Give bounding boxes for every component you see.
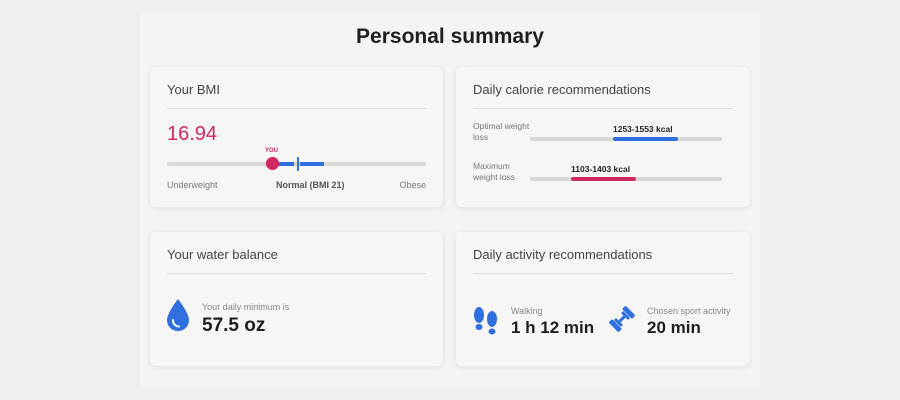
bmi-value: 16.94 <box>167 123 218 145</box>
activity-walking-value: 1 h 12 min <box>511 318 595 337</box>
calorie-range-value: 1103-1403 kcal <box>571 164 631 174</box>
activity-sport-caption: Chosen sport activity <box>647 306 731 316</box>
bmi-normal-marker <box>297 157 299 171</box>
water-drop-icon <box>165 298 191 337</box>
calorie-card: Daily calorie recommendations Optimal we… <box>456 67 750 207</box>
calorie-range-bar-optimal <box>613 137 678 141</box>
bmi-you-label: YOU <box>265 148 279 154</box>
bmi-label-normal: Normal (BMI 21) <box>276 180 345 190</box>
bmi-label-obese: Obese <box>399 180 426 190</box>
bmi-normal-range-left <box>278 162 294 166</box>
bmi-you-dot <box>266 157 279 170</box>
bmi-card-title: Your BMI <box>167 82 220 97</box>
dumbbell-icon <box>608 304 636 339</box>
calorie-range-value: 1253-1553 kcal <box>613 124 673 134</box>
water-caption: Your daily minimum is <box>202 302 290 312</box>
footprints-icon <box>472 306 500 341</box>
activity-card-divider <box>473 273 733 274</box>
water-card-divider <box>167 273 426 274</box>
bmi-card: Your BMI 16.94 YOU Underweight Normal (B… <box>150 67 443 207</box>
activity-sport-value: 20 min <box>647 318 701 337</box>
calorie-range-bar-maximum <box>571 177 636 181</box>
water-card-title: Your water balance <box>167 247 278 262</box>
calorie-row-label: Maximum weight loss <box>473 161 516 182</box>
calorie-card-divider <box>473 108 733 109</box>
bmi-normal-range-right <box>300 162 324 166</box>
page-title: Personal summary <box>356 25 544 48</box>
bmi-scale-track <box>167 162 426 166</box>
calorie-row-label: Optimal weight loss <box>473 121 530 142</box>
bmi-label-underweight: Underweight <box>167 180 218 190</box>
water-card: Your water balance Your daily minimum is… <box>150 232 443 366</box>
activity-card-title: Daily activity recommendations <box>473 247 653 262</box>
calorie-card-title: Daily calorie recommendations <box>473 82 651 97</box>
activity-walking-caption: Walking <box>511 306 543 316</box>
bmi-card-divider <box>167 108 426 109</box>
water-value: 57.5 oz <box>202 315 266 336</box>
activity-card: Daily activity recommendations Walking 1… <box>456 232 750 366</box>
